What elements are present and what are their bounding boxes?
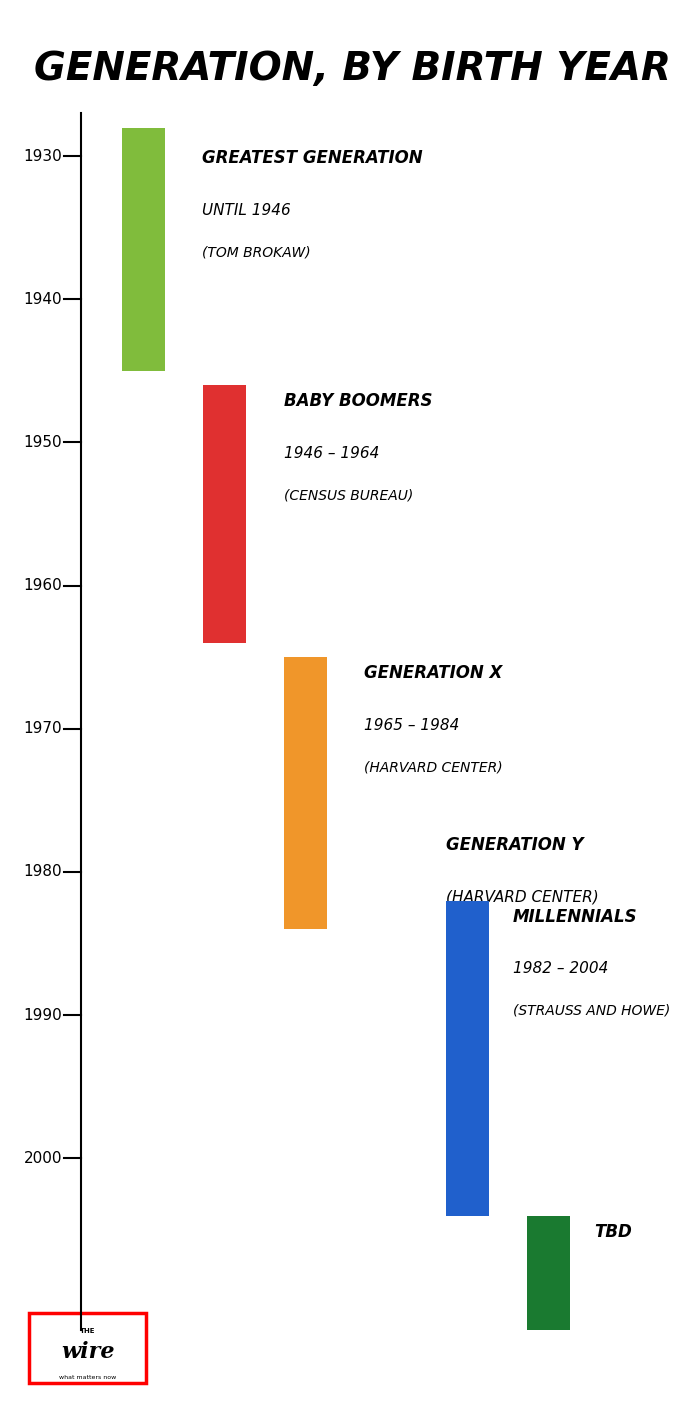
- Text: 1990: 1990: [24, 1007, 62, 1023]
- Text: 1950: 1950: [24, 434, 62, 450]
- Polygon shape: [474, 829, 656, 1215]
- Polygon shape: [448, 829, 630, 1215]
- Polygon shape: [606, 829, 675, 1215]
- FancyBboxPatch shape: [30, 1313, 146, 1382]
- Polygon shape: [356, 829, 538, 1215]
- Polygon shape: [145, 829, 327, 1215]
- Polygon shape: [672, 829, 675, 1215]
- Polygon shape: [487, 829, 670, 1215]
- Polygon shape: [500, 829, 675, 1215]
- Text: GENERATION X: GENERATION X: [364, 664, 503, 682]
- Text: 1960: 1960: [24, 579, 62, 593]
- Polygon shape: [158, 829, 340, 1215]
- Text: GREATEST GENERATION: GREATEST GENERATION: [202, 149, 423, 167]
- Polygon shape: [26, 829, 209, 1215]
- Polygon shape: [329, 829, 512, 1215]
- Polygon shape: [408, 829, 591, 1215]
- Text: 1982 – 2004: 1982 – 2004: [513, 961, 608, 976]
- Text: 1965 – 1984: 1965 – 1984: [364, 717, 460, 733]
- Text: 1970: 1970: [24, 722, 62, 736]
- Polygon shape: [132, 829, 314, 1215]
- Polygon shape: [632, 829, 675, 1215]
- Polygon shape: [119, 829, 301, 1215]
- Polygon shape: [224, 829, 406, 1215]
- Text: what matters now: what matters now: [59, 1375, 116, 1380]
- Polygon shape: [461, 829, 643, 1215]
- Polygon shape: [435, 829, 617, 1215]
- Polygon shape: [14, 829, 196, 1215]
- Text: BABY BOOMERS: BABY BOOMERS: [284, 392, 432, 410]
- Polygon shape: [540, 829, 675, 1215]
- Polygon shape: [185, 829, 367, 1215]
- Polygon shape: [382, 829, 564, 1215]
- Text: 1930: 1930: [24, 149, 62, 164]
- Text: 2000: 2000: [24, 1150, 62, 1166]
- Text: MILLENNIALS: MILLENNIALS: [513, 907, 638, 925]
- Text: (HARVARD CENTER): (HARVARD CENTER): [446, 890, 598, 904]
- Text: TBD: TBD: [594, 1223, 632, 1241]
- Polygon shape: [40, 829, 222, 1215]
- Polygon shape: [238, 829, 419, 1215]
- Polygon shape: [277, 829, 459, 1215]
- Polygon shape: [198, 829, 380, 1215]
- Text: GENERATION, BY BIRTH YEAR: GENERATION, BY BIRTH YEAR: [34, 50, 671, 88]
- Polygon shape: [658, 829, 675, 1215]
- Text: wire: wire: [61, 1340, 115, 1363]
- Polygon shape: [619, 829, 675, 1215]
- Polygon shape: [250, 829, 433, 1215]
- Text: THE: THE: [80, 1327, 95, 1334]
- Polygon shape: [80, 829, 261, 1215]
- Polygon shape: [579, 829, 675, 1215]
- Polygon shape: [554, 829, 675, 1215]
- Polygon shape: [645, 829, 675, 1215]
- Text: 1940: 1940: [24, 291, 62, 307]
- Polygon shape: [526, 829, 675, 1215]
- Polygon shape: [263, 829, 446, 1215]
- Polygon shape: [303, 829, 485, 1215]
- Text: (CENSUS BUREAU): (CENSUS BUREAU): [284, 488, 412, 502]
- Text: 1946 – 1964: 1946 – 1964: [284, 446, 379, 461]
- Polygon shape: [53, 829, 235, 1215]
- Polygon shape: [342, 829, 524, 1215]
- Polygon shape: [395, 829, 577, 1215]
- Text: (TOM BROKAW): (TOM BROKAW): [202, 245, 311, 259]
- Polygon shape: [593, 829, 675, 1215]
- Text: GENERATION Y: GENERATION Y: [446, 836, 583, 855]
- Polygon shape: [566, 829, 675, 1215]
- Text: UNTIL 1946: UNTIL 1946: [202, 202, 291, 218]
- Polygon shape: [211, 829, 393, 1215]
- Polygon shape: [66, 829, 248, 1215]
- Polygon shape: [316, 829, 498, 1215]
- Text: (HARVARD CENTER): (HARVARD CENTER): [364, 760, 503, 774]
- Polygon shape: [105, 829, 288, 1215]
- Polygon shape: [421, 829, 603, 1215]
- Polygon shape: [171, 829, 354, 1215]
- Polygon shape: [369, 829, 551, 1215]
- Polygon shape: [290, 829, 472, 1215]
- Text: (STRAUSS AND HOWE): (STRAUSS AND HOWE): [513, 1003, 670, 1017]
- Polygon shape: [92, 829, 275, 1215]
- Polygon shape: [514, 829, 675, 1215]
- Text: 1980: 1980: [24, 865, 62, 880]
